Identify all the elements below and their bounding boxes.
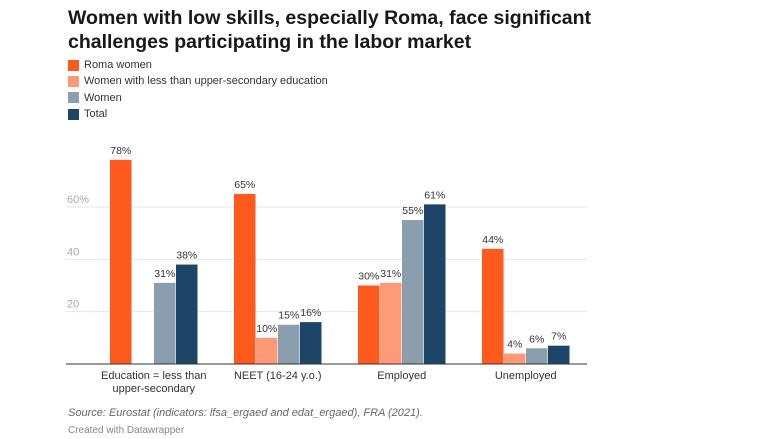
- bar: [424, 204, 446, 364]
- data-label: 38%: [176, 250, 197, 262]
- bar: [402, 220, 424, 364]
- y-tick-label: 60%: [67, 194, 89, 206]
- data-label: 44%: [482, 234, 503, 246]
- x-tick-label: Employed: [377, 370, 426, 382]
- chart-title: Women with low skills, especially Roma, …: [68, 7, 592, 53]
- legend-swatch: [68, 59, 79, 71]
- legend-item: Roma women: [68, 57, 328, 73]
- bar: [110, 159, 132, 364]
- bar: [548, 345, 570, 364]
- credit: Created with Datawrapper: [68, 425, 185, 436]
- data-label: 55%: [402, 205, 423, 217]
- bar: [154, 282, 176, 364]
- bar: [504, 353, 526, 364]
- x-tick-label: NEET (16-24 y.o.): [234, 370, 322, 382]
- legend-item: Total: [68, 106, 328, 122]
- legend-label: Total: [84, 108, 108, 121]
- legend-item: Women with less than upper-secondary edu…: [68, 73, 328, 89]
- data-label: 10%: [256, 323, 277, 335]
- data-label: 6%: [529, 333, 544, 345]
- legend-swatch: [68, 92, 79, 104]
- legend-label: Women: [84, 91, 122, 104]
- bar: [234, 193, 256, 364]
- data-label: 16%: [300, 307, 321, 319]
- data-label: 61%: [424, 189, 445, 201]
- data-label: 15%: [278, 310, 299, 322]
- bar: [526, 348, 548, 364]
- data-label: 30%: [358, 270, 379, 282]
- legend: Roma women Women with less than upper-sec…: [68, 57, 328, 122]
- data-label: 65%: [234, 179, 255, 191]
- data-label: 78%: [110, 145, 131, 157]
- y-tick-label: 40: [67, 246, 79, 258]
- x-tick-label: upper-secondary: [112, 383, 195, 395]
- x-tick-label: Education = less than: [101, 370, 207, 382]
- data-label: 31%: [154, 268, 175, 280]
- bar: [482, 248, 504, 364]
- bar: [380, 282, 402, 364]
- legend-label: Roma women: [84, 59, 152, 72]
- bar: [256, 337, 278, 364]
- legend-swatch: [68, 108, 79, 120]
- y-tick-label: 20: [67, 299, 79, 311]
- legend-label: Women with less than upper-secondary edu…: [84, 75, 328, 88]
- data-label: 4%: [507, 339, 522, 351]
- bar: [176, 264, 198, 364]
- x-tick-label: Unemployed: [495, 370, 557, 382]
- source-note: Source: Eurostat (indicators: lfsa_ergae…: [68, 407, 423, 419]
- data-label: 7%: [551, 331, 566, 343]
- bar: [358, 285, 380, 364]
- bar: [300, 322, 322, 364]
- data-label: 31%: [380, 268, 401, 280]
- legend-item: Women: [68, 90, 328, 106]
- legend-swatch: [68, 75, 79, 87]
- bar: [278, 324, 300, 364]
